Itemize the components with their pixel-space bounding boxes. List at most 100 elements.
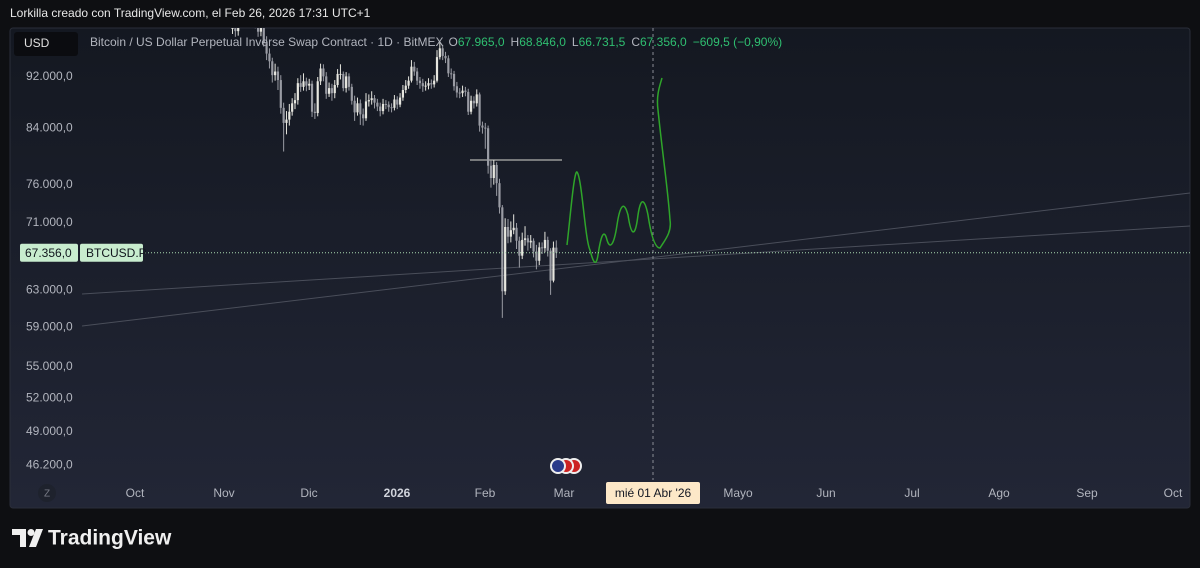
candle-body xyxy=(296,83,299,101)
y-tick-label: 71.000,0 xyxy=(26,215,73,229)
candle-body xyxy=(546,239,549,251)
candle-body xyxy=(373,98,376,103)
candle-body xyxy=(345,76,348,89)
candle-body xyxy=(231,28,234,29)
candle-body xyxy=(308,83,311,86)
candle-body xyxy=(487,128,490,166)
x-tick-label: Jun xyxy=(816,486,835,500)
candle-body xyxy=(384,103,387,105)
x-tick-label: Jul xyxy=(904,486,919,500)
candle-body xyxy=(359,103,362,115)
y-tick-label: 76.000,0 xyxy=(26,177,73,191)
candle-body xyxy=(339,73,342,75)
candle-body xyxy=(322,68,325,77)
candle-body xyxy=(413,66,416,72)
legend-key: L xyxy=(572,35,579,49)
legend-key: C xyxy=(631,35,640,49)
candle-body xyxy=(450,73,453,75)
y-tick-label: 52.000,0 xyxy=(26,391,73,405)
candle-body xyxy=(421,83,424,87)
candle-body xyxy=(353,100,356,113)
candle-body xyxy=(518,240,521,256)
candle-body xyxy=(467,91,470,112)
last-price-box xyxy=(20,243,78,262)
candle-body xyxy=(506,226,510,237)
event-icons[interactable] xyxy=(550,458,582,474)
y-tick-label: 63.000,0 xyxy=(26,283,73,297)
candle-body xyxy=(498,183,501,208)
x-tick-label: Feb xyxy=(475,486,496,500)
candle-body xyxy=(407,80,410,86)
candle-body xyxy=(538,247,541,261)
candle-body xyxy=(367,100,370,102)
candle-body xyxy=(435,57,439,81)
candle-body xyxy=(313,111,316,114)
candle-body xyxy=(424,85,427,87)
tradingview-logo xyxy=(12,529,43,547)
candle-body xyxy=(356,103,359,113)
candle-body xyxy=(237,28,240,32)
candle-body xyxy=(472,100,476,104)
candle-body xyxy=(319,68,322,82)
y-tick-label: 46.200,0 xyxy=(26,457,73,471)
plot-area xyxy=(82,28,1190,480)
y-tick-label: 84.000,0 xyxy=(26,120,73,134)
projection-path xyxy=(566,77,672,264)
candle-body xyxy=(427,83,430,86)
candle-body xyxy=(444,55,447,59)
legend: Bitcoin / US Dollar Perpetual Inverse Sw… xyxy=(90,35,782,49)
crosshair-date: mié 01 Abr '26 xyxy=(615,486,692,500)
chart-panel xyxy=(9,27,1191,509)
candle-body xyxy=(285,119,288,123)
scale-button-label: Z xyxy=(44,489,50,500)
candle-body xyxy=(452,73,456,87)
x-tick-label: 2026 xyxy=(384,486,411,500)
x-tick-label: Ago xyxy=(988,486,1010,500)
crosshair-date-box xyxy=(606,482,700,504)
currency-box[interactable] xyxy=(14,32,78,56)
candle-body xyxy=(350,86,353,101)
candle-body xyxy=(327,88,331,94)
candle-body xyxy=(310,83,314,112)
candle-body xyxy=(379,106,382,112)
candle-body xyxy=(342,73,345,89)
candle-body xyxy=(330,88,334,94)
candle-body xyxy=(404,85,407,91)
candle-body xyxy=(316,81,319,114)
trend-line xyxy=(82,225,1190,295)
scale-button[interactable] xyxy=(38,484,56,502)
candle-body xyxy=(299,83,302,87)
candle-body xyxy=(376,102,379,107)
candle-body xyxy=(501,207,504,292)
candle-body xyxy=(521,239,524,256)
candle-body xyxy=(274,71,277,76)
candle-body xyxy=(325,76,328,94)
candle-body xyxy=(234,28,237,32)
candle-body xyxy=(271,61,274,76)
candle-body xyxy=(387,104,390,108)
brand: TradingView xyxy=(48,527,172,550)
candle-body xyxy=(478,94,481,126)
candle-body xyxy=(433,80,436,85)
candle-body xyxy=(302,81,305,87)
candle-body xyxy=(393,99,396,108)
y-tick-label: 59.000,0 xyxy=(26,320,73,334)
legend-title: Bitcoin / US Dollar Perpetual Inverse Sw… xyxy=(90,35,443,49)
symbol-label: BTCUSD.P xyxy=(86,246,147,260)
candle-body xyxy=(259,28,263,32)
candle-body xyxy=(364,101,368,119)
candle-body xyxy=(276,71,280,81)
candle-body xyxy=(347,76,351,87)
y-tick-label: 49.000,0 xyxy=(26,424,73,438)
x-tick-label: Nov xyxy=(213,486,234,500)
x-tick-label: Oct xyxy=(1164,486,1183,500)
last-price-label: 67.356,0 xyxy=(25,246,72,260)
candle-body xyxy=(282,107,285,123)
candle-body xyxy=(464,90,467,92)
candle-body xyxy=(455,86,458,93)
x-tick-label: Sep xyxy=(1076,486,1098,500)
candle-body xyxy=(555,247,558,253)
y-tick-label: 55.000,0 xyxy=(26,359,73,373)
candle-body xyxy=(512,227,515,231)
